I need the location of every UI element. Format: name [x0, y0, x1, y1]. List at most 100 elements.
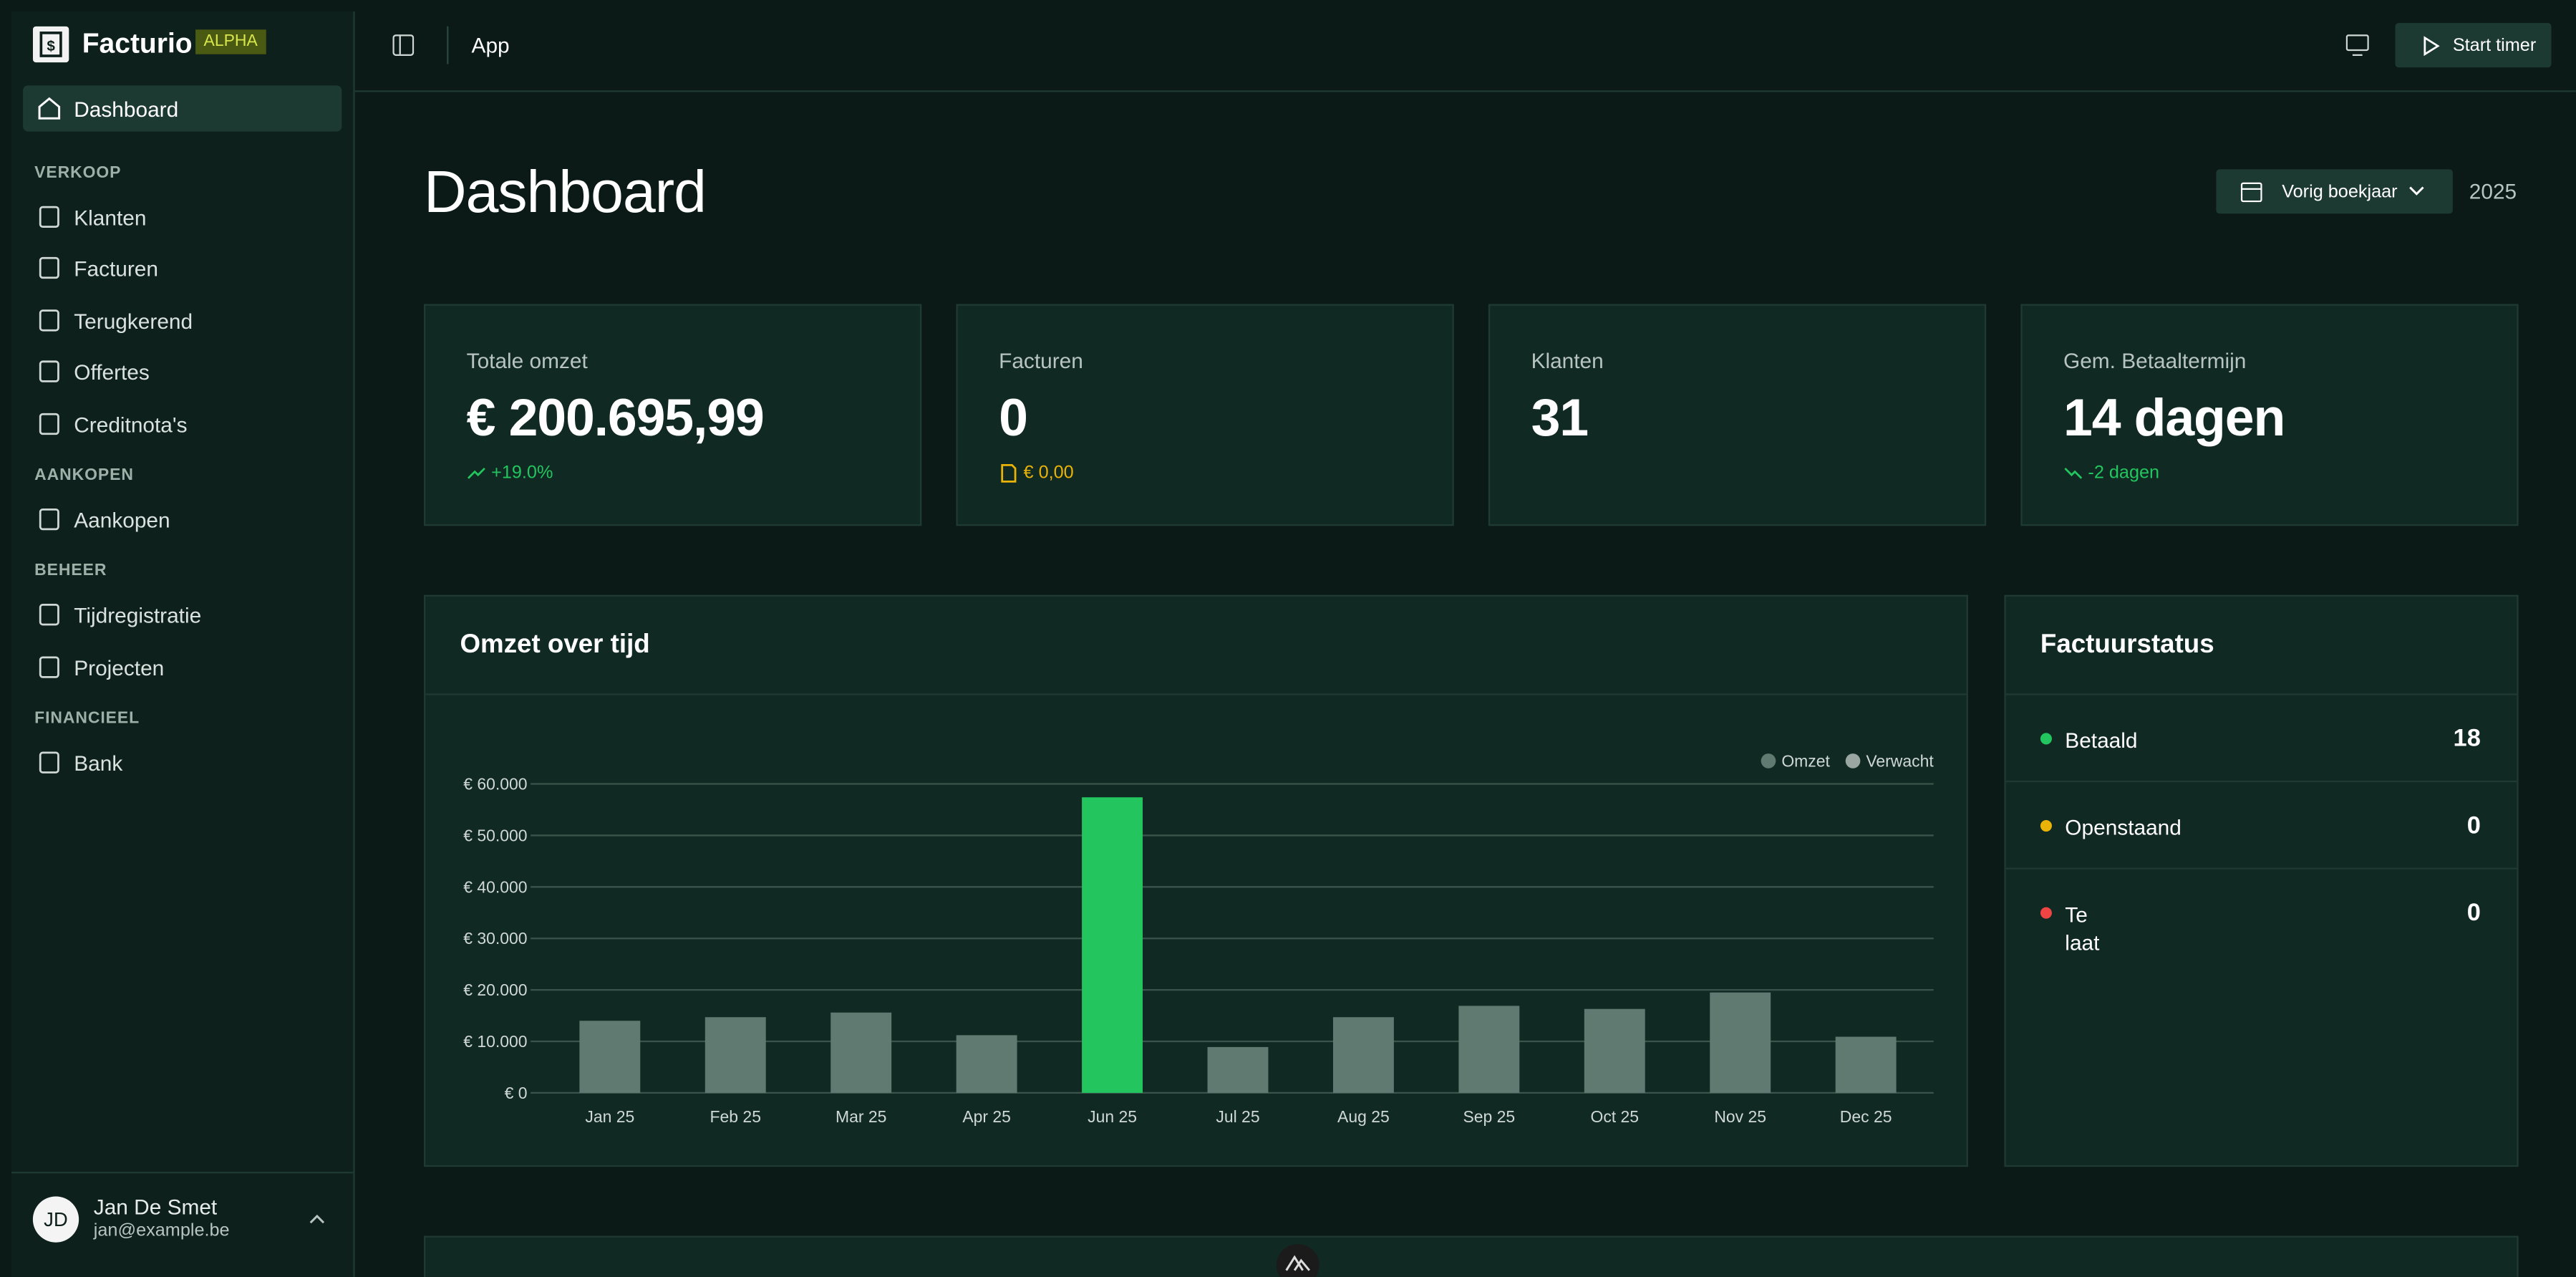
user-name: Jan De Smet [93, 1195, 218, 1220]
start-timer-button[interactable]: Start timer [2395, 23, 2552, 68]
bar [1584, 1008, 1645, 1093]
icon [39, 508, 59, 531]
stat-card: Klanten 31 [1488, 304, 1987, 526]
nav-item[interactable]: Facturen [23, 246, 342, 291]
legend-label: Omzet [1781, 751, 1830, 770]
x-tick-label: Sep 25 [1463, 1107, 1515, 1126]
icon-shape [39, 257, 59, 280]
stat-value: 0 [999, 387, 1028, 448]
y-tick-label: € 30.000 [463, 929, 527, 948]
divider [2005, 780, 2517, 783]
x-tick-label: Oct 25 [1590, 1107, 1639, 1126]
nav-item[interactable]: Creditnota's [23, 400, 342, 446]
bar [1835, 1036, 1897, 1093]
icon-shape [39, 309, 59, 332]
icon [39, 751, 59, 774]
icon-shape [39, 360, 59, 383]
nav-item[interactable]: Bank [23, 740, 342, 786]
period-select[interactable]: Vorig boekjaar [2216, 169, 2453, 214]
icon-shape [467, 467, 485, 479]
icon [39, 412, 59, 435]
brand: Facturio [82, 28, 193, 59]
stat-value: 31 [1531, 387, 1589, 448]
note-icon [2064, 467, 2083, 479]
nav-item[interactable]: Terugkerend [23, 297, 342, 343]
stat-label: Klanten [1531, 348, 1604, 373]
section-title: VERKOOP [34, 164, 122, 183]
sidebar: $ Facturio ALPHA Dashboard VERKOOP Klante… [11, 11, 355, 1277]
bar [1332, 1017, 1394, 1093]
bottom-card [424, 1235, 2519, 1277]
legend-label: Verwacht [1866, 751, 1934, 770]
nav-label: Offertes [74, 360, 150, 385]
nav-label: Aankopen [74, 508, 170, 533]
stat-value: € 200.695,99 [466, 387, 765, 448]
display-icon[interactable] [2345, 34, 2369, 57]
y-tick-label: € 10.000 [463, 1032, 527, 1051]
bar [704, 1017, 766, 1093]
status-count: 0 [2466, 899, 2481, 927]
status-card: Factuurstatus Betaald 18 Openstaand 0 Te laa… [2004, 594, 2519, 1167]
nav-label: Creditnota's [74, 412, 188, 437]
play-icon [2424, 36, 2440, 57]
nav-dashboard[interactable]: Dashboard [23, 85, 342, 132]
y-tick-label: € 60.000 [463, 775, 527, 794]
nav-item[interactable]: Aankopen [23, 496, 342, 542]
status-count: 18 [2453, 724, 2481, 753]
stat-note: -2 dagen [2088, 463, 2160, 483]
chevron[interactable] [307, 1211, 327, 1228]
badge: ALPHA [195, 29, 266, 54]
nav-item[interactable]: Klanten [23, 194, 342, 240]
calendar-icon [2240, 182, 2262, 203]
x-tick-label: Jul 25 [1216, 1107, 1259, 1126]
legend-swatch [1761, 753, 1776, 768]
avatar: JD [32, 1196, 79, 1243]
stat-label: Facturen [999, 348, 1083, 373]
bar [579, 1021, 641, 1093]
x-tick-label: Aug 25 [1337, 1107, 1390, 1126]
nav-label: Tijdregistratie [74, 604, 202, 629]
stat-card: Gem. Betaaltermijn 14 dagen -2 dagen [2020, 304, 2519, 526]
nav-label: Bank [74, 751, 123, 776]
x-tick-label: Dec 25 [1840, 1107, 1892, 1126]
icon-shape [1001, 463, 1017, 483]
nav-label: Projecten [74, 655, 165, 680]
nav-label: Terugkerend [74, 308, 193, 334]
x-tick-label: Apr 25 [962, 1107, 1011, 1126]
status-dot [2040, 907, 2052, 919]
chart-title: Omzet over tijd [460, 631, 650, 660]
sidebar-toggle[interactable] [392, 34, 415, 57]
icon [39, 309, 59, 332]
nav-label: Klanten [74, 205, 147, 231]
nav-item[interactable]: Offertes [23, 349, 342, 395]
bar [1207, 1046, 1269, 1093]
icon-shape [2064, 467, 2083, 479]
chart-card: Omzet over tijd € 0 € 10.000 € 20.000 € 30.… [424, 594, 1968, 1167]
nav-item[interactable]: Tijdregistratie [23, 592, 342, 638]
icon [39, 604, 59, 627]
user-email: jan@example.be [93, 1220, 230, 1241]
devtools-badge[interactable] [1275, 1243, 1321, 1277]
divider [447, 26, 449, 64]
stat-label: Totale omzet [466, 348, 588, 373]
status-dot [2040, 820, 2052, 832]
year: 2025 [2469, 179, 2517, 204]
divider [2005, 693, 2517, 695]
period-label: Vorig boekjaar [2282, 182, 2398, 203]
stat-card: Totale omzet € 200.695,99 +19.0% [424, 304, 922, 526]
nav-item[interactable]: Projecten [23, 644, 342, 690]
status-title: Factuurstatus [2040, 631, 2214, 660]
y-tick-label: € 50.000 [463, 826, 527, 844]
status-label: Openstaand [2065, 815, 2182, 840]
svg-text:$: $ [47, 38, 55, 54]
icon-shape [39, 604, 59, 627]
chart: € 0 € 10.000 € 20.000 € 30.000 € 40.000 € 50.… [463, 751, 1934, 1126]
status-label: Betaald [2065, 728, 2138, 753]
icon-shape [39, 751, 59, 774]
x-tick-label: Jun 25 [1088, 1107, 1137, 1126]
note-icon [467, 467, 485, 479]
logo: $ [32, 26, 69, 63]
icon-shape [39, 412, 59, 435]
icon [39, 360, 59, 383]
